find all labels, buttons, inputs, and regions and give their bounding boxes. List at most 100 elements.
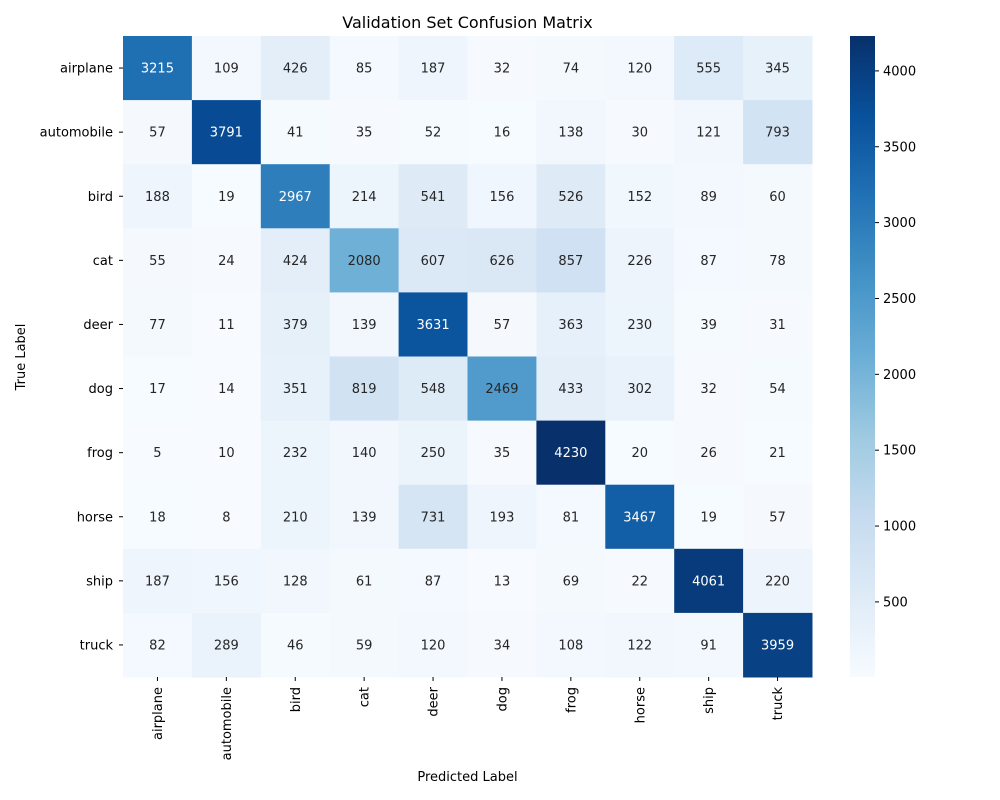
cell-value-label: 82 <box>149 638 166 653</box>
cell-value-label: 607 <box>421 254 446 269</box>
cell-value-label: 3959 <box>761 638 794 653</box>
heatmap-cell <box>536 356 606 422</box>
cell-value-label: 14 <box>218 382 235 397</box>
cell-value-label: 89 <box>700 190 717 205</box>
cell-value-label: 30 <box>631 126 648 141</box>
cell-value-label: 46 <box>287 638 304 653</box>
heatmap-cell <box>260 292 331 357</box>
heatmap-cell <box>467 100 537 165</box>
heatmap-cell <box>123 420 193 486</box>
heatmap-cell <box>536 164 606 229</box>
cell-value-label: 140 <box>352 446 377 461</box>
heatmap-cell <box>536 612 606 678</box>
cell-value-label: 819 <box>352 382 377 397</box>
heatmap-cell <box>191 420 262 486</box>
cell-value-label: 39 <box>700 318 717 333</box>
cell-value-label: 426 <box>283 62 308 77</box>
cell-value-label: 108 <box>558 638 583 653</box>
cell-value-label: 526 <box>558 190 583 205</box>
heatmap-cell <box>260 612 331 678</box>
cell-value-label: 3215 <box>141 62 174 77</box>
x-tick-label: ship <box>702 687 717 714</box>
cell-value-label: 379 <box>283 318 308 333</box>
heatmap-cell <box>605 548 675 614</box>
cell-value-label: 152 <box>627 190 652 205</box>
heatmap-cell <box>605 164 675 229</box>
colorbar <box>850 36 875 677</box>
heatmap-cell <box>329 356 400 422</box>
heatmap-cell <box>674 612 744 678</box>
heatmap-cell <box>398 100 468 165</box>
heatmap-cell <box>260 356 331 422</box>
colorbar-tick-label: 500 <box>883 595 908 610</box>
heatmap-cell <box>191 36 262 101</box>
heatmap-cell <box>536 36 606 101</box>
heatmap-cell <box>743 36 813 101</box>
heatmap-cell <box>191 228 262 293</box>
chart-title: Validation Set Confusion Matrix <box>342 13 593 32</box>
heatmap-cell <box>329 612 400 678</box>
cell-value-label: 120 <box>421 638 446 653</box>
heatmap-cell <box>123 484 193 550</box>
cell-value-label: 18 <box>149 510 166 525</box>
heatmap-cell <box>605 36 675 101</box>
cell-value-label: 59 <box>356 638 373 653</box>
cell-value-label: 91 <box>700 638 717 653</box>
cell-value-label: 857 <box>558 254 583 269</box>
x-axis-ticks: airplane automobile bird cat deer dog frog hors… <box>151 677 786 760</box>
heatmap-cell <box>398 420 468 486</box>
y-axis-label: True Label <box>14 324 29 392</box>
heatmap-cell <box>123 228 193 293</box>
heatmap-cell <box>329 164 400 229</box>
cell-value-label: 433 <box>558 382 583 397</box>
heatmap-cell <box>743 548 813 614</box>
heatmap-cell <box>123 36 193 101</box>
heatmap-cell <box>398 228 468 293</box>
y-tick-label: deer <box>83 318 113 333</box>
heatmap-cell <box>123 164 193 229</box>
heatmap-cell <box>536 228 606 293</box>
y-tick-label: ship <box>86 574 113 589</box>
cell-value-label: 363 <box>558 318 583 333</box>
cell-value-label: 230 <box>627 318 652 333</box>
heatmap-cell <box>467 36 537 101</box>
heatmap-cell <box>743 484 813 550</box>
heatmap-cell <box>605 292 675 357</box>
cell-value-label: 20 <box>631 446 648 461</box>
heatmap-cell <box>536 484 606 550</box>
x-tick-label: automobile <box>220 687 235 760</box>
x-tick-label: truck <box>771 687 786 721</box>
heatmap-cell <box>329 228 400 293</box>
cell-value-label: 69 <box>563 574 580 589</box>
heatmap-cell <box>536 548 606 614</box>
y-tick-label: horse <box>77 510 113 525</box>
cell-value-label: 57 <box>769 510 786 525</box>
cell-value-label: 60 <box>769 190 786 205</box>
heatmap-cell <box>674 356 744 422</box>
cell-value-label: 541 <box>421 190 446 205</box>
cell-value-label: 2469 <box>485 382 518 397</box>
cell-value-label: 156 <box>490 190 515 205</box>
cell-value-label: 250 <box>421 446 446 461</box>
heatmap-cell <box>467 484 537 550</box>
heatmap-cell <box>329 548 400 614</box>
heatmap-cell <box>191 548 262 614</box>
y-tick-label: bird <box>88 190 113 205</box>
cell-value-label: 122 <box>627 638 652 653</box>
heatmap-cell <box>674 100 744 165</box>
cell-value-label: 139 <box>352 510 377 525</box>
cell-value-label: 2967 <box>279 190 312 205</box>
cell-value-label: 21 <box>769 446 786 461</box>
heatmap-cell <box>743 100 813 165</box>
heatmap-cell <box>605 420 675 486</box>
cell-value-label: 4230 <box>554 446 587 461</box>
cell-value-label: 74 <box>563 62 580 77</box>
heatmap-cell <box>467 548 537 614</box>
cell-value-label: 35 <box>356 126 373 141</box>
heatmap-cell <box>674 164 744 229</box>
cell-value-label: 193 <box>490 510 515 525</box>
heatmap-cell <box>191 100 262 165</box>
x-tick-label: horse <box>633 687 648 723</box>
colorbar-tick-label: 1500 <box>883 444 916 459</box>
